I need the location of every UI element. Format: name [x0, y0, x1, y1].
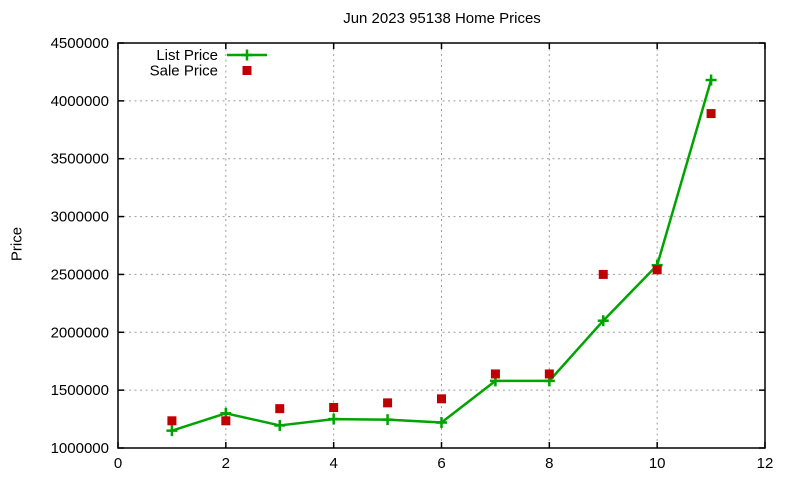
x-tick-label: 12	[757, 455, 774, 472]
y-tick-label: 3500000	[51, 151, 109, 168]
legend-label-list-price: List Price	[156, 47, 218, 64]
x-tick-label: 0	[114, 455, 122, 472]
legend-marker-sample	[242, 66, 252, 75]
legend-label-sale-price: Sale Price	[150, 63, 218, 80]
y-tick-label: 4500000	[51, 35, 109, 52]
sale-price-point	[275, 404, 285, 414]
sale-price-point	[544, 369, 554, 379]
sale-price-point	[706, 109, 716, 119]
y-axis-title: Price	[8, 226, 26, 262]
sale-price-point	[490, 369, 500, 379]
sale-price-point	[652, 265, 662, 275]
y-tick-label: 4000000	[51, 93, 109, 110]
series-list-price	[166, 74, 717, 437]
y-tick-label: 1000000	[51, 440, 109, 457]
y-tick-label: 3000000	[51, 209, 109, 226]
y-tick-label: 2500000	[51, 266, 109, 283]
sale-price-point	[221, 416, 231, 426]
x-tick-label: 10	[649, 455, 666, 472]
sale-price-point	[598, 269, 608, 279]
x-tick-label: 2	[222, 455, 230, 472]
sale-price-point	[383, 398, 393, 408]
series-sale-price	[167, 109, 716, 426]
chart-title: Jun 2023 95138 Home Prices	[343, 10, 541, 27]
x-tick-label: 8	[545, 455, 553, 472]
sale-price-point	[167, 416, 177, 426]
sale-price-point	[329, 403, 339, 412]
x-tick-label: 4	[329, 455, 337, 472]
y-tick-label: 2000000	[51, 324, 109, 341]
x-tick-label: 6	[437, 455, 445, 472]
sale-price-point	[437, 394, 446, 404]
y-tick-label: 1500000	[51, 382, 109, 399]
